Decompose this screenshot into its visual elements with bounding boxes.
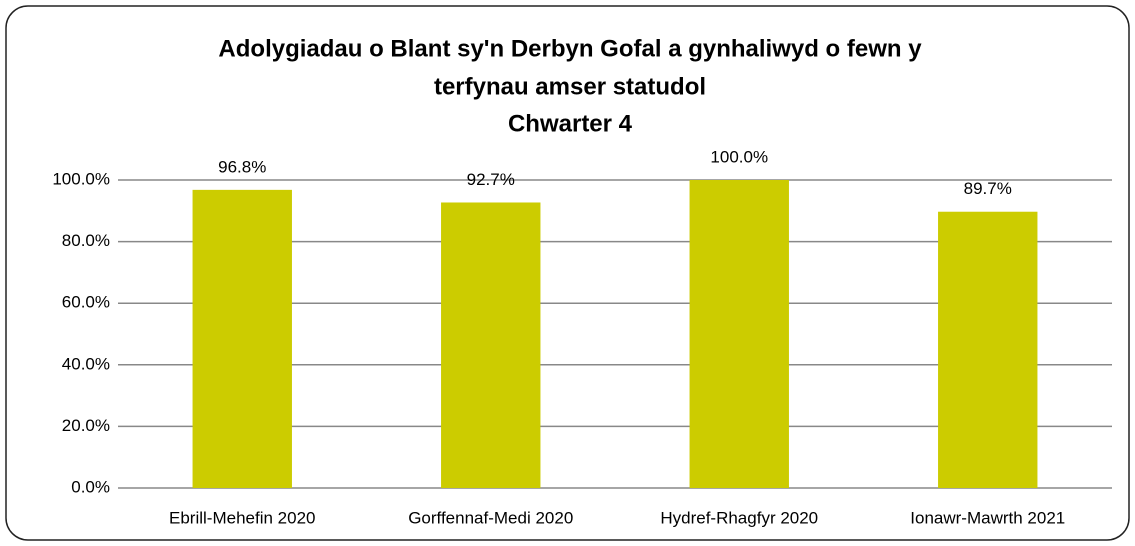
bar	[938, 211, 1038, 488]
y-tick-label: 40.0%	[62, 354, 110, 373]
chart-title: Adolygiadau o Blant sy'n Derbyn Gofal a …	[218, 35, 922, 62]
data-label: 89.7%	[964, 179, 1012, 198]
x-tick-label: Ebrill-Mehefin 2020	[169, 508, 315, 527]
y-tick-label: 0.0%	[71, 477, 110, 496]
y-tick-label: 20.0%	[62, 416, 110, 435]
x-tick-label: Hydref-Rhagfyr 2020	[660, 508, 818, 527]
y-tick-label: 80.0%	[62, 231, 110, 250]
bar	[192, 189, 292, 488]
bar	[689, 180, 789, 488]
chart-title: terfynau amser statudol	[434, 73, 706, 100]
x-tick-label: Gorffennaf-Medi 2020	[408, 508, 573, 527]
y-tick-label: 100.0%	[52, 169, 110, 188]
y-tick-label: 60.0%	[62, 293, 110, 312]
x-tick-label: Ionawr-Mawrth 2021	[910, 508, 1065, 527]
chart-title: Chwarter 4	[508, 110, 633, 137]
bar	[441, 202, 541, 488]
data-label: 100.0%	[710, 147, 768, 166]
data-label: 92.7%	[467, 170, 515, 189]
data-label: 96.8%	[218, 157, 266, 176]
